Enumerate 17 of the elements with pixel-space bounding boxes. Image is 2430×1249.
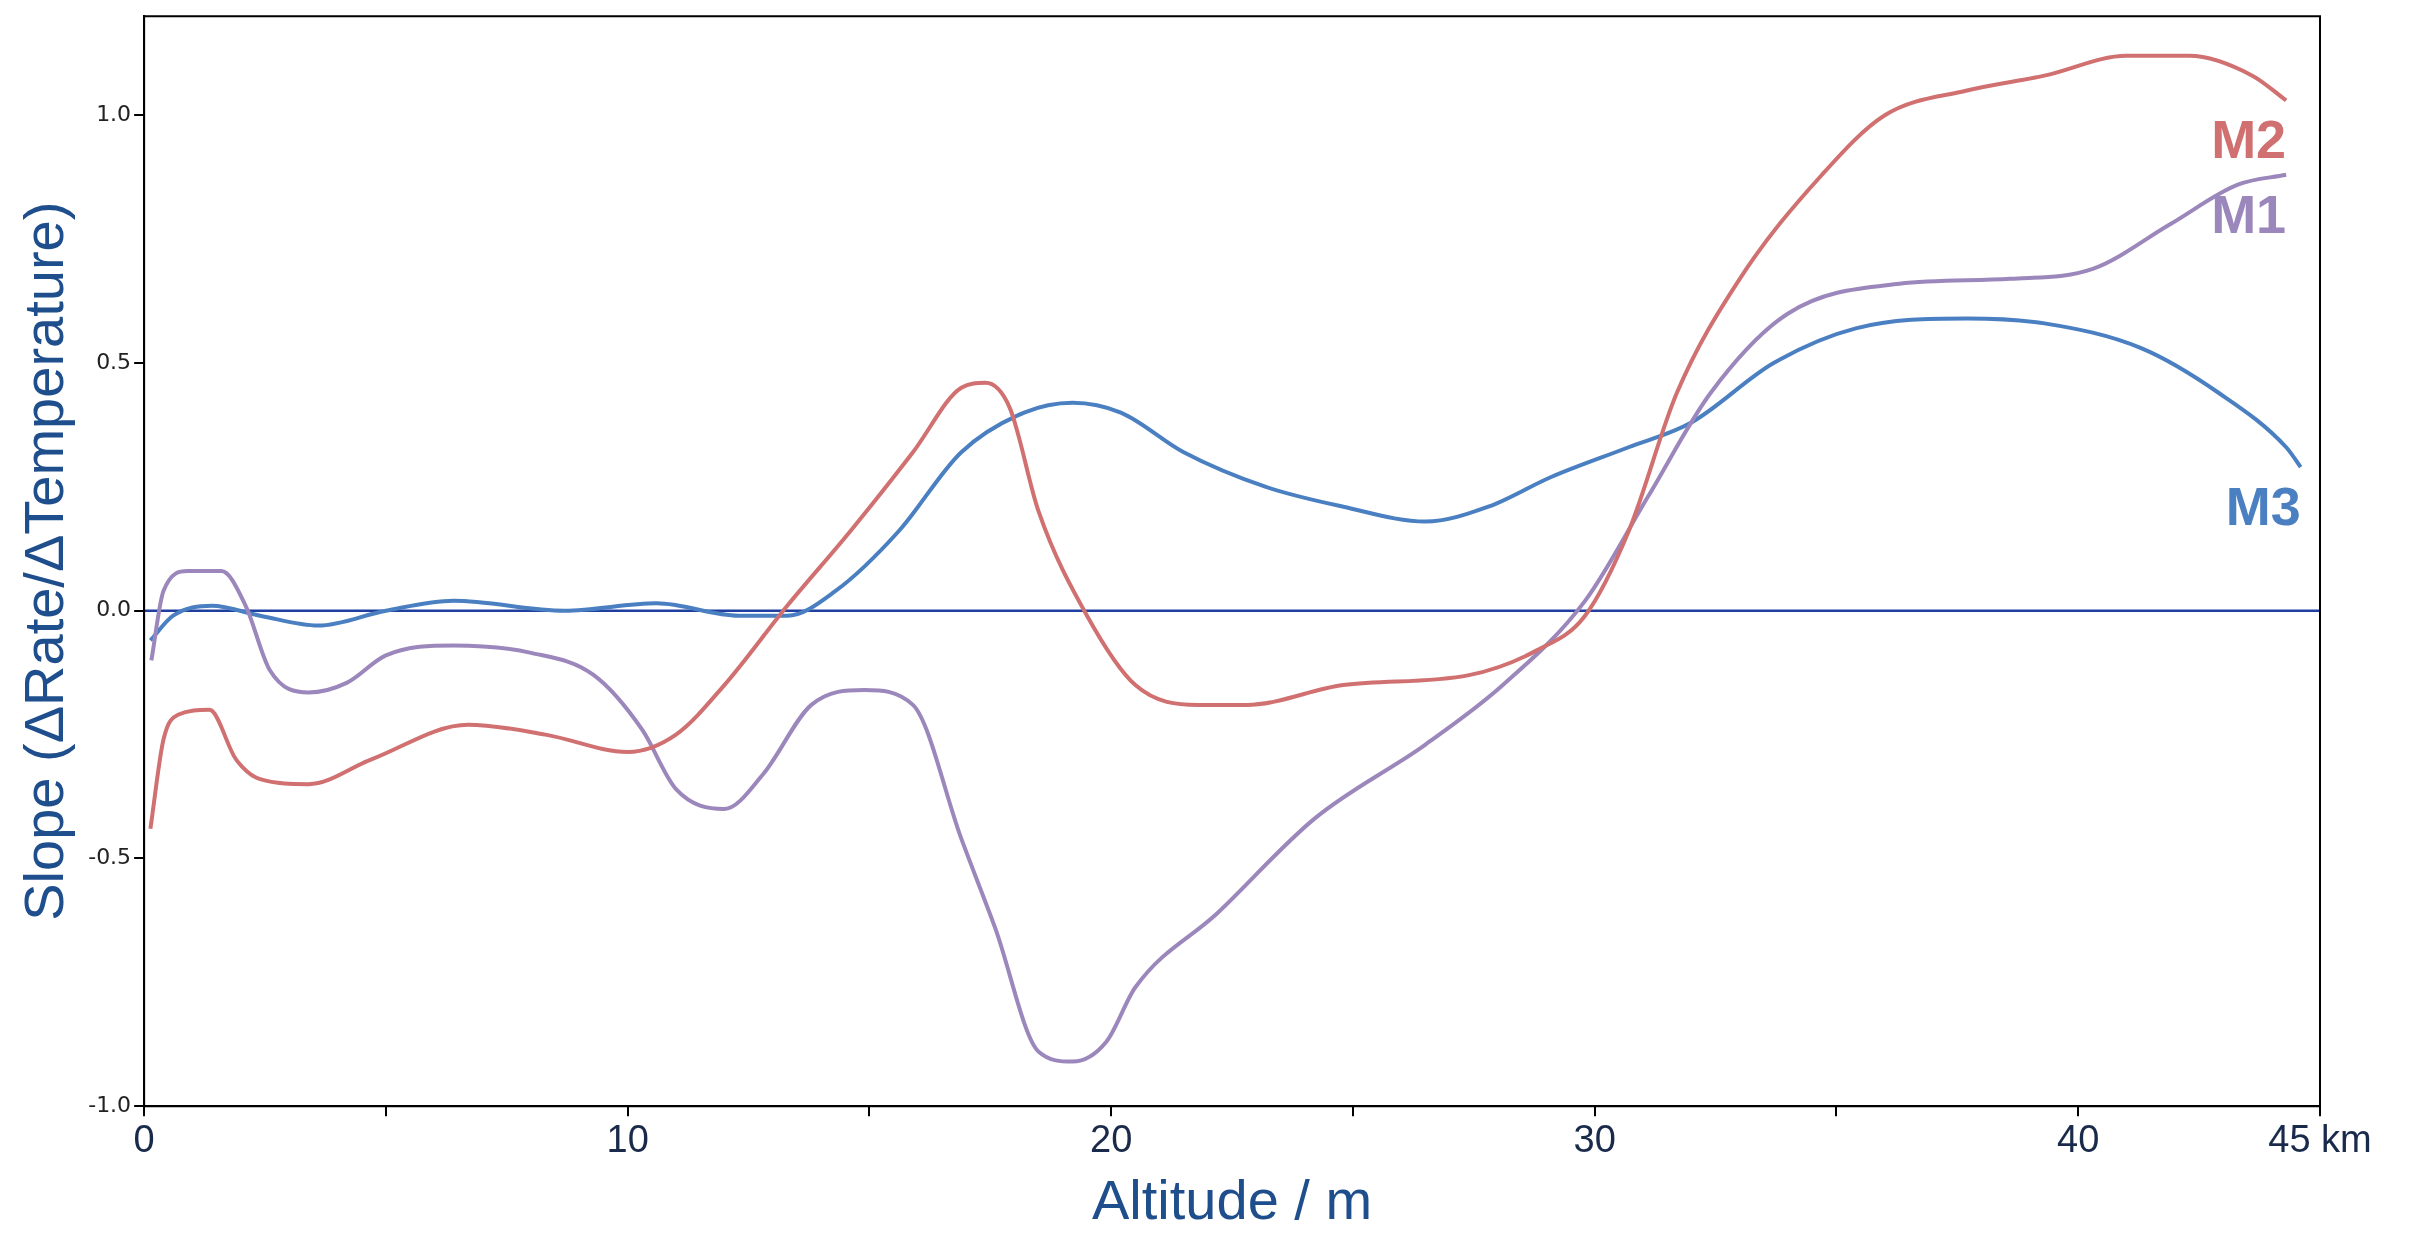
- series-label: M2: [2211, 109, 2287, 170]
- y-tick-label: 0.5: [96, 348, 132, 374]
- y-axis-title: Slope (ΔRate/ΔTemperature): [12, 201, 76, 921]
- x-tick-label: 45 km: [2268, 1118, 2372, 1161]
- x-tick-label: 0: [133, 1118, 155, 1161]
- x-tick-label: 10: [606, 1118, 649, 1161]
- series-label: M3: [2225, 475, 2301, 536]
- x-tick-label: 40: [2057, 1118, 2100, 1161]
- x-axis-title: Altitude / m: [1092, 1167, 1373, 1231]
- series-label: M1: [2211, 183, 2287, 244]
- y-tick-label: 1.0: [96, 101, 132, 127]
- line-series: [148, 316, 2303, 643]
- x-tick-label: 30: [1573, 1118, 1616, 1161]
- y-tick-label: -1.0: [88, 1091, 132, 1117]
- y-tick-label: 0.0: [96, 596, 132, 622]
- x-tick-label: 20: [1090, 1118, 1133, 1161]
- y-tick-label: -0.5: [88, 844, 132, 870]
